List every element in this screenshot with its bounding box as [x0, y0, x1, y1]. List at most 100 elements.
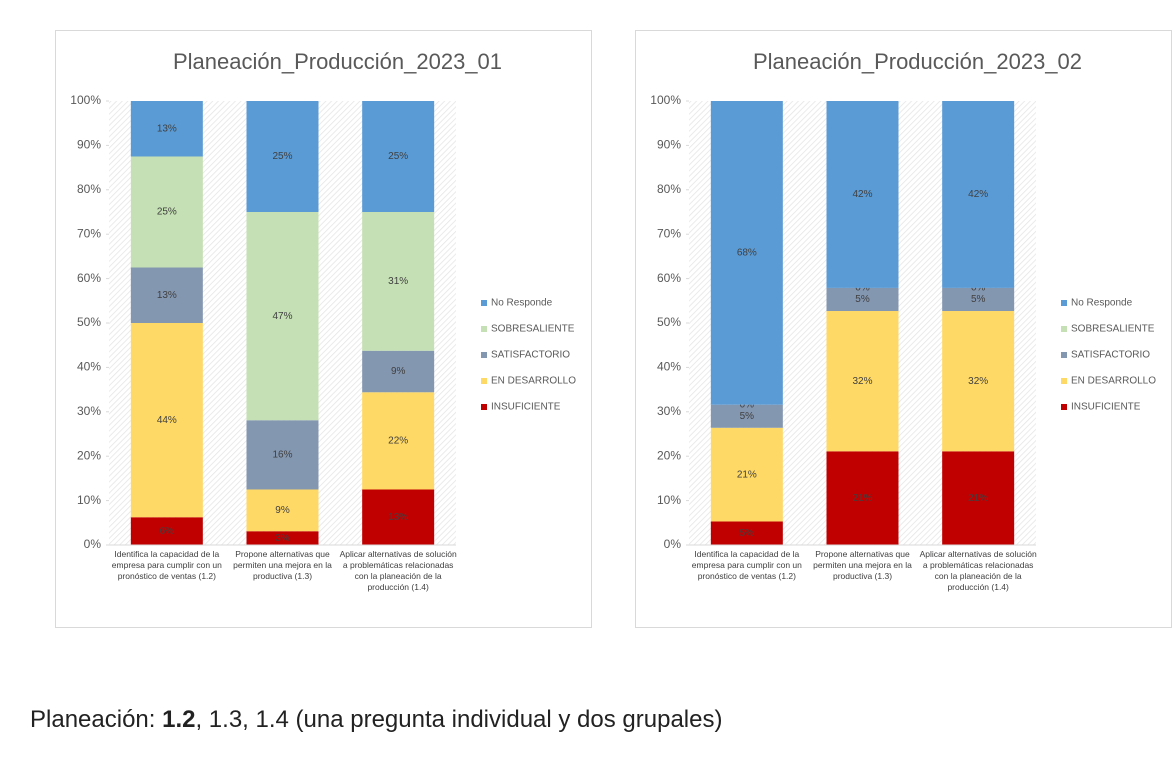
value-label: 13% [388, 512, 408, 523]
value-label: 0% [971, 283, 986, 294]
y-tick-label: 20% [77, 448, 101, 462]
bar-segment [826, 101, 899, 288]
value-label: 47% [272, 311, 292, 322]
value-label: 5% [740, 528, 755, 539]
bar-segment [130, 156, 203, 268]
bar-segment [942, 101, 1015, 288]
legend-swatch [481, 326, 487, 332]
x-tick-label: Propone alternativas que permiten una me… [813, 549, 912, 581]
value-label: 13% [157, 123, 177, 134]
bar-segment [130, 517, 203, 545]
legend-swatch [1061, 326, 1067, 332]
bar-segment [246, 212, 319, 421]
chart: Planeación_Producción_2023_01 0% 10% 20% 30%… [70, 49, 576, 551]
value-label: 22% [388, 436, 408, 447]
x-tick-label: Aplicar alternativas de solución a probl… [339, 549, 457, 592]
y-tick-label: 30% [657, 404, 681, 418]
y-tick-label: 50% [657, 315, 681, 329]
bar-segment [246, 489, 319, 532]
y-tick-label: 0% [664, 537, 682, 551]
legend-swatch [481, 300, 487, 306]
value-label: 68% [737, 247, 757, 258]
chart-panel: Planeación_Producción_2023_01 0% 10% 20% 30%… [55, 30, 592, 628]
y-tick-label: 90% [77, 138, 101, 152]
legend-label: SATISFACTORIO [491, 350, 570, 361]
bar-segment [942, 451, 1015, 545]
y-tick-label: 70% [77, 226, 101, 240]
value-label: 0% [740, 399, 755, 410]
bar-segment [942, 311, 1015, 452]
bar-segment [362, 489, 435, 545]
legend-label: SATISFACTORIO [1071, 350, 1150, 361]
value-label: 21% [852, 493, 872, 504]
bar-segment [362, 350, 435, 393]
bar-segment [246, 420, 319, 490]
legend-label: INSUFICIENTE [491, 402, 561, 413]
chart-title: Planeación_Producción_2023_02 [753, 49, 1082, 74]
y-tick-label: 50% [77, 315, 101, 329]
caption-bold: 1.2 [162, 706, 196, 733]
legend-swatch [1061, 404, 1067, 410]
y-tick-label: 100% [70, 93, 101, 107]
chart-title: Planeación_Producción_2023_01 [173, 49, 502, 74]
caption-rest: , 1.3, 1.4 (una pregunta individual y do… [195, 706, 723, 733]
value-label: 32% [968, 376, 988, 387]
legend-swatch [481, 378, 487, 384]
bar-segment [362, 392, 435, 490]
y-tick-label: 70% [657, 226, 681, 240]
legend-label: SOBRESALIENTE [491, 324, 575, 335]
value-label: 13% [157, 290, 177, 301]
x-tick-label: Identifica la capacidad de la empresa pa… [691, 549, 802, 581]
legend-swatch [1061, 352, 1067, 358]
value-label: 9% [391, 366, 406, 377]
y-tick-label: 60% [77, 271, 101, 285]
y-tick-label: 90% [657, 138, 681, 152]
bar-segment [130, 267, 203, 323]
value-label: 5% [971, 294, 986, 305]
value-label: 16% [272, 450, 292, 461]
bar-segment [710, 101, 783, 405]
legend-swatch [481, 352, 487, 358]
bar-segment [362, 212, 435, 351]
value-label: 21% [737, 469, 757, 480]
y-tick-label: 30% [77, 404, 101, 418]
value-label: 31% [388, 276, 408, 287]
caption-prefix: Planeación: [30, 706, 163, 733]
bar-segment [710, 521, 783, 545]
y-tick-label: 60% [657, 271, 681, 285]
bar-segment [710, 427, 783, 522]
y-tick-label: 10% [657, 493, 681, 507]
y-tick-label: 80% [657, 182, 681, 196]
legend-label: EN DESARROLLO [491, 376, 576, 387]
y-tick-label: 40% [657, 360, 681, 374]
value-label: 25% [157, 207, 177, 218]
value-label: 42% [852, 189, 872, 200]
bar-segment [246, 101, 319, 212]
legend-label: No Responde [1071, 298, 1133, 309]
bar-segment [710, 404, 783, 428]
value-label: 44% [157, 415, 177, 426]
legend-label: INSUFICIENTE [1071, 402, 1141, 413]
y-tick-label: 20% [657, 448, 681, 462]
bar-segment [826, 451, 899, 545]
value-label: 5% [855, 294, 870, 305]
y-tick-label: 0% [84, 537, 102, 551]
y-tick-label: 80% [77, 182, 101, 196]
legend-swatch [1061, 300, 1067, 306]
legend-label: SOBRESALIENTE [1071, 324, 1155, 335]
y-tick-label: 100% [650, 93, 681, 107]
chart: Planeación_Producción_2023_02 0% 10% 20% 30%… [650, 49, 1156, 551]
x-tick-label: Aplicar alternativas de solución a probl… [919, 549, 1037, 592]
bar-segment [246, 531, 319, 545]
bar-segment [826, 311, 899, 452]
value-label: 5% [740, 411, 755, 422]
value-label: 25% [388, 151, 408, 162]
value-label: 42% [968, 189, 988, 200]
bar-segment [942, 287, 1015, 312]
legend-swatch [1061, 378, 1067, 384]
value-label: 25% [272, 151, 292, 162]
value-label: 9% [275, 505, 290, 516]
legend-label: No Responde [491, 298, 553, 309]
value-label: 21% [968, 493, 988, 504]
